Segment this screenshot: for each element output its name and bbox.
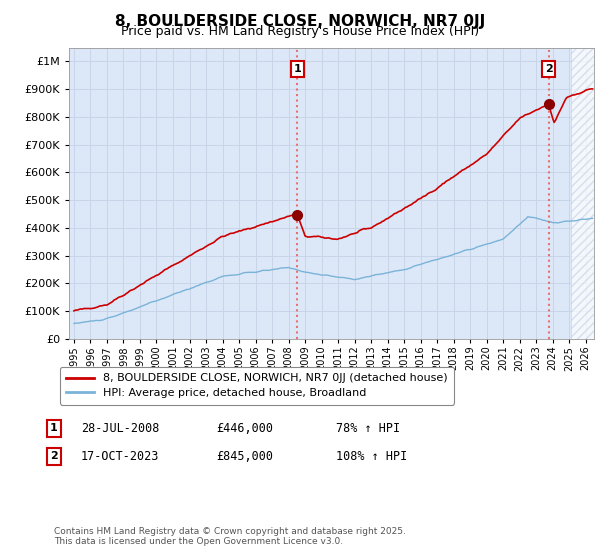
Text: £845,000: £845,000 — [216, 450, 273, 463]
Text: 108% ↑ HPI: 108% ↑ HPI — [336, 450, 407, 463]
Text: 1: 1 — [50, 423, 58, 433]
Text: Contains HM Land Registry data © Crown copyright and database right 2025.
This d: Contains HM Land Registry data © Crown c… — [54, 526, 406, 546]
Text: 78% ↑ HPI: 78% ↑ HPI — [336, 422, 400, 435]
Text: 2: 2 — [545, 64, 553, 74]
Text: 8, BOULDERSIDE CLOSE, NORWICH, NR7 0JJ: 8, BOULDERSIDE CLOSE, NORWICH, NR7 0JJ — [115, 14, 485, 29]
Bar — [571, 48, 596, 339]
Text: 17-OCT-2023: 17-OCT-2023 — [81, 450, 160, 463]
Text: 2: 2 — [50, 451, 58, 461]
Text: Price paid vs. HM Land Registry's House Price Index (HPI): Price paid vs. HM Land Registry's House … — [121, 25, 479, 38]
Text: 1: 1 — [293, 64, 301, 74]
Text: £446,000: £446,000 — [216, 422, 273, 435]
Legend: 8, BOULDERSIDE CLOSE, NORWICH, NR7 0JJ (detached house), HPI: Average price, det: 8, BOULDERSIDE CLOSE, NORWICH, NR7 0JJ (… — [59, 367, 454, 404]
Bar — [571, 48, 596, 339]
Text: 28-JUL-2008: 28-JUL-2008 — [81, 422, 160, 435]
